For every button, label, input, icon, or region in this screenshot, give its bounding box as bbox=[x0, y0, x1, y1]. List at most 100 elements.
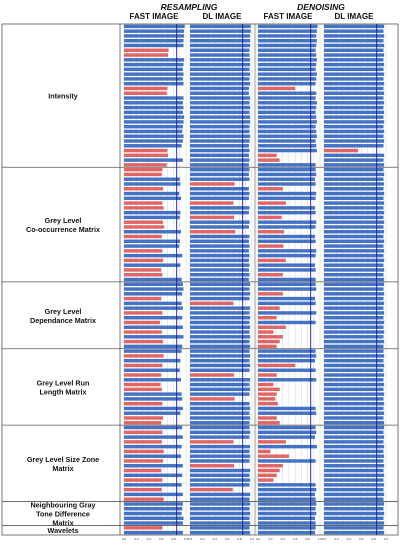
bar bbox=[324, 339, 385, 344]
bar bbox=[258, 478, 274, 482]
x-tick-label: 0.0 bbox=[122, 537, 127, 541]
bar bbox=[324, 129, 385, 134]
bar bbox=[124, 139, 183, 143]
bar bbox=[324, 392, 385, 396]
bar bbox=[124, 24, 185, 29]
bar bbox=[324, 287, 384, 291]
bar bbox=[324, 464, 385, 468]
bar bbox=[324, 158, 384, 162]
bar bbox=[124, 325, 183, 329]
bar bbox=[324, 349, 384, 353]
bar bbox=[258, 373, 277, 377]
bar bbox=[124, 86, 168, 91]
bar bbox=[124, 144, 182, 148]
bar bbox=[324, 239, 385, 244]
bar bbox=[258, 473, 277, 478]
bar bbox=[124, 196, 182, 201]
bar bbox=[324, 253, 384, 258]
bar bbox=[258, 53, 317, 57]
bar bbox=[190, 91, 249, 95]
bar bbox=[190, 263, 250, 267]
chart-frame bbox=[1, 23, 399, 536]
bar bbox=[124, 43, 184, 48]
bar bbox=[258, 81, 316, 86]
bar bbox=[258, 67, 316, 72]
bar bbox=[258, 124, 316, 129]
bar bbox=[190, 511, 251, 516]
bar bbox=[124, 77, 183, 81]
x-tick-label: 1.0 bbox=[184, 537, 189, 541]
bar bbox=[190, 34, 251, 38]
bar bbox=[258, 210, 316, 215]
bar bbox=[258, 110, 316, 115]
bar bbox=[258, 144, 317, 148]
bar bbox=[124, 406, 183, 411]
bar bbox=[258, 153, 277, 158]
bar bbox=[190, 210, 249, 215]
bar bbox=[258, 378, 317, 382]
bar bbox=[324, 387, 384, 392]
bar bbox=[258, 129, 317, 134]
bar bbox=[324, 81, 385, 86]
bar bbox=[190, 425, 250, 430]
bar bbox=[124, 72, 184, 76]
x-tick-label: 0.4 bbox=[147, 537, 152, 541]
bar bbox=[258, 43, 317, 48]
bar bbox=[258, 244, 284, 248]
bar bbox=[124, 277, 182, 282]
bar bbox=[324, 358, 384, 363]
bar bbox=[258, 287, 317, 291]
bar bbox=[324, 134, 384, 138]
bar bbox=[124, 115, 185, 119]
x-tick-label: 0.6 bbox=[159, 537, 164, 541]
bar bbox=[190, 139, 250, 143]
bar bbox=[324, 220, 385, 224]
bar bbox=[258, 105, 317, 110]
bar bbox=[258, 220, 317, 224]
bar bbox=[124, 29, 185, 33]
bar bbox=[258, 86, 296, 91]
x-tick-label: 1.0 bbox=[250, 537, 255, 541]
bar bbox=[124, 249, 163, 253]
bar bbox=[258, 301, 316, 306]
bar bbox=[190, 244, 250, 248]
bar bbox=[324, 43, 385, 48]
bar bbox=[258, 134, 317, 138]
bar bbox=[324, 38, 384, 43]
bar bbox=[324, 268, 385, 272]
group-label: Dependance Matrix bbox=[30, 316, 96, 325]
bar bbox=[190, 191, 250, 196]
bar bbox=[324, 516, 384, 521]
bar bbox=[124, 177, 180, 181]
header-denoising-fast: FAST IMAGE bbox=[263, 12, 313, 21]
bar bbox=[124, 239, 180, 244]
group-label: Grey Level bbox=[45, 216, 82, 225]
bar bbox=[190, 382, 250, 387]
bar bbox=[190, 120, 251, 124]
bar bbox=[124, 158, 183, 162]
bar bbox=[258, 72, 317, 76]
bar bbox=[324, 530, 385, 535]
bar bbox=[324, 196, 384, 201]
x-tick-label: 0.2 bbox=[334, 537, 339, 541]
bar bbox=[190, 206, 250, 210]
bar bbox=[124, 67, 183, 72]
bar bbox=[190, 144, 249, 148]
x-tick-label: 0.4 bbox=[347, 537, 352, 541]
bar bbox=[324, 210, 385, 215]
bar bbox=[190, 468, 251, 473]
bar bbox=[124, 282, 183, 286]
bar bbox=[190, 344, 251, 349]
bar bbox=[190, 196, 249, 201]
bar bbox=[124, 124, 183, 129]
bar bbox=[258, 191, 317, 196]
bar bbox=[190, 110, 250, 115]
bar bbox=[324, 320, 385, 325]
bar bbox=[190, 516, 250, 521]
bar bbox=[190, 335, 251, 339]
bar bbox=[124, 368, 180, 372]
bar bbox=[324, 244, 384, 248]
bar bbox=[124, 263, 181, 267]
bar bbox=[324, 368, 384, 372]
x-tick-label: 0.8 bbox=[238, 537, 243, 541]
